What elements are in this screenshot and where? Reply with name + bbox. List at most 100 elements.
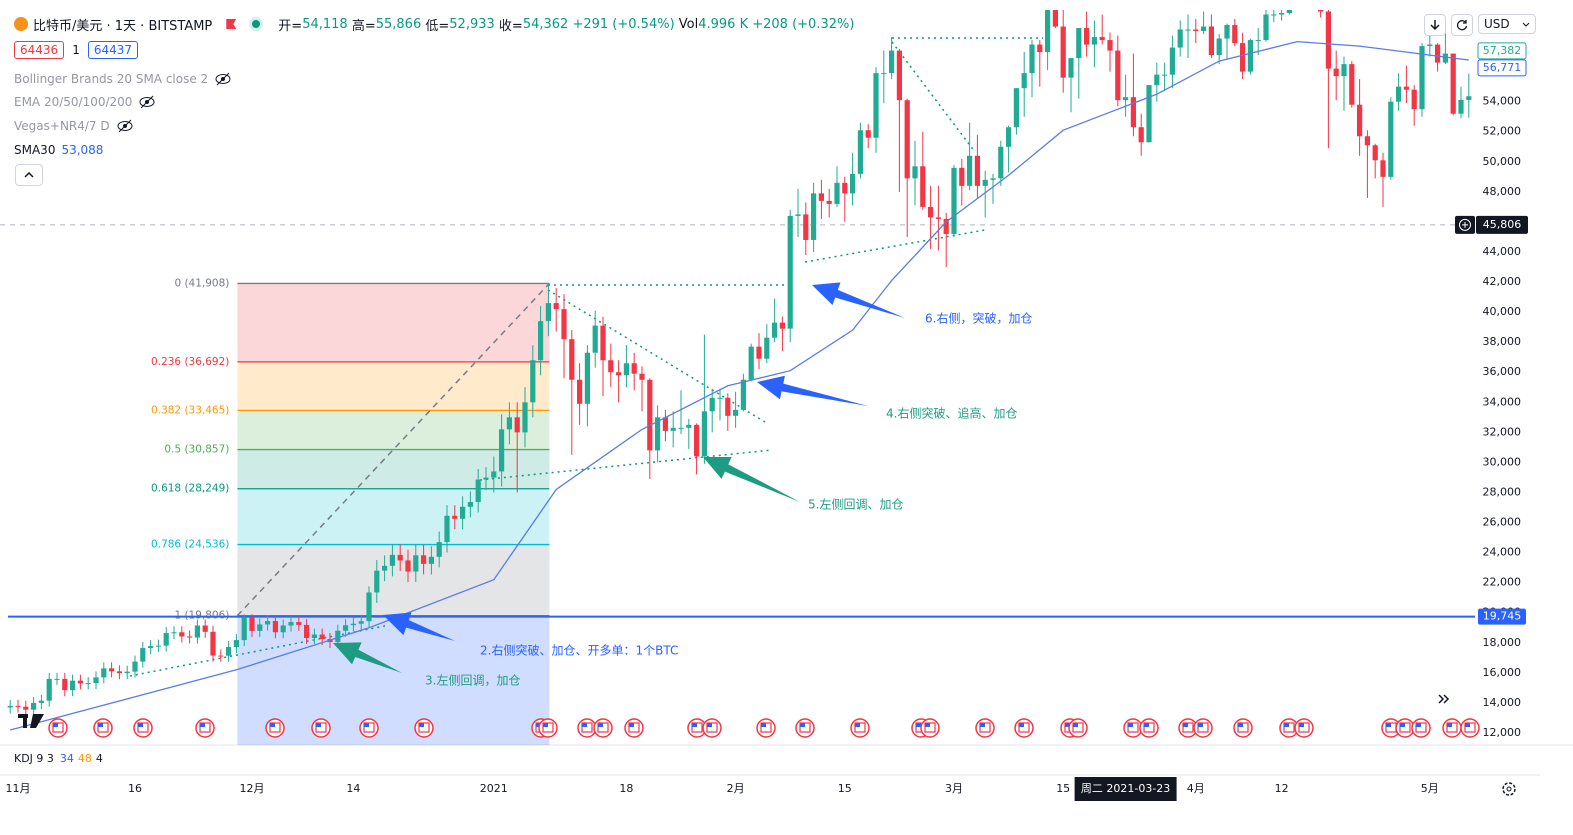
price-label-box bbox=[1477, 59, 1527, 77]
candle-body bbox=[1201, 26, 1207, 32]
candle-body bbox=[787, 215, 793, 329]
indicator-value: 53,088 bbox=[61, 143, 104, 157]
candle-body bbox=[405, 560, 411, 572]
event-flag-canton bbox=[1284, 723, 1289, 727]
candle-body bbox=[1185, 29, 1191, 31]
stat-change: +291 (+0.54%) bbox=[572, 16, 675, 32]
candle-body bbox=[1099, 37, 1105, 41]
candle-body bbox=[54, 678, 60, 680]
x-tick-label: 18 bbox=[619, 782, 633, 795]
event-flag-canton bbox=[1183, 723, 1188, 727]
symbol[interactable]: 比特币/美元 · 1天 · BITSTAMP bbox=[33, 18, 213, 34]
settings-icon bbox=[1506, 786, 1512, 792]
candle-body bbox=[818, 193, 824, 201]
price-label: 19,745 bbox=[1483, 610, 1522, 623]
candle-body bbox=[912, 166, 918, 179]
candle-body bbox=[1372, 145, 1378, 161]
quantity[interactable]: 1 bbox=[72, 43, 80, 57]
candle-body bbox=[670, 427, 676, 431]
candle-body bbox=[1084, 28, 1090, 45]
candle-body bbox=[592, 325, 598, 353]
kdj-legend: KDJ 9 3 34 48 4 bbox=[14, 752, 103, 765]
candle-body bbox=[1419, 46, 1425, 110]
event-flag-canton bbox=[1447, 723, 1452, 727]
currency-select[interactable]: USD bbox=[1478, 14, 1536, 34]
refresh-button[interactable] bbox=[1451, 14, 1473, 36]
y-tick-label: 48,000 bbox=[1483, 185, 1522, 198]
arrow-down-icon bbox=[1430, 20, 1440, 31]
hidden-icon[interactable] bbox=[116, 119, 134, 133]
x-tick-label: 12月 bbox=[240, 782, 265, 795]
event-flag-canton bbox=[270, 723, 275, 727]
candle-body bbox=[1411, 89, 1417, 110]
flag[interactable] bbox=[226, 19, 237, 29]
event-flag-canton bbox=[419, 723, 424, 727]
candle-body bbox=[881, 73, 887, 75]
collapse-button[interactable] bbox=[15, 164, 43, 186]
candle-body bbox=[1427, 44, 1433, 47]
x-tick-label: 11月 bbox=[6, 782, 31, 795]
x-tick-label: 15 bbox=[838, 782, 852, 795]
candle-body bbox=[374, 570, 380, 593]
candle-body bbox=[382, 565, 388, 571]
candle-body bbox=[179, 632, 185, 637]
indicator-name[interactable]: Bollinger Brands 20 SMA close 2 bbox=[14, 72, 209, 86]
candle-body bbox=[85, 683, 91, 685]
candle-body bbox=[896, 50, 902, 101]
indicator-name[interactable]: EMA 20/50/100/200 bbox=[14, 95, 133, 109]
y-tick-label: 12,000 bbox=[1483, 726, 1522, 739]
candle-body bbox=[148, 646, 154, 649]
y-tick-label: 28,000 bbox=[1483, 485, 1522, 498]
annotation-text: 4.右侧突破、追高、加仓 bbox=[886, 406, 1017, 421]
event-flag-canton bbox=[138, 723, 143, 727]
candle-body bbox=[678, 427, 684, 429]
crosshair-price-box bbox=[1476, 215, 1528, 234]
candle-body bbox=[561, 309, 567, 340]
candle-body bbox=[577, 379, 583, 404]
y-tick-label: 44,000 bbox=[1483, 245, 1522, 258]
candle-body bbox=[483, 477, 489, 480]
candle-body bbox=[1123, 97, 1129, 101]
buy-button[interactable]: 64437 bbox=[87, 41, 139, 59]
settings-button[interactable] bbox=[1502, 782, 1516, 796]
candle-body bbox=[288, 622, 294, 626]
price-label-box bbox=[1478, 608, 1526, 625]
candle-body bbox=[545, 303, 551, 322]
candle-body bbox=[31, 702, 37, 710]
x-tick-label: 14 bbox=[346, 782, 360, 795]
crosshair-price: 45,806 bbox=[1483, 218, 1522, 231]
candle-body bbox=[62, 678, 68, 691]
candle-body bbox=[959, 167, 965, 186]
download-button[interactable] bbox=[1424, 14, 1446, 36]
candle-body bbox=[686, 424, 692, 428]
candle-body bbox=[647, 379, 653, 451]
candle-body bbox=[639, 373, 645, 380]
candle-body bbox=[1162, 74, 1168, 76]
scroll-button[interactable] bbox=[1433, 688, 1455, 710]
y-tick-label: 40,000 bbox=[1483, 305, 1522, 318]
indicator-name[interactable]: Vegas+NR4/7 D bbox=[14, 119, 110, 133]
candle-body bbox=[865, 130, 871, 138]
indicator-name[interactable]: SMA30 bbox=[14, 143, 56, 157]
volume-label: Vol bbox=[678, 16, 699, 32]
candle-body bbox=[1006, 127, 1012, 147]
fib-label: 0.382 (33,465) bbox=[151, 404, 229, 416]
candle-body bbox=[132, 661, 138, 672]
sell-button[interactable]: 64436 bbox=[14, 41, 65, 59]
x-tick-label: 2021 bbox=[480, 782, 508, 795]
candle-body bbox=[1279, 13, 1285, 15]
hidden-icon[interactable] bbox=[214, 72, 232, 86]
double-chevron bbox=[1438, 694, 1450, 704]
kdj-label[interactable]: KDJ 9 3 bbox=[14, 752, 54, 765]
candle-body bbox=[304, 624, 310, 638]
candle-body bbox=[93, 677, 99, 684]
candle-body bbox=[1029, 44, 1035, 74]
candle-body bbox=[1364, 136, 1370, 146]
fib-zone bbox=[237, 361, 550, 411]
coin-icon bbox=[14, 17, 28, 31]
event-flag-canton bbox=[98, 723, 103, 727]
candle-body bbox=[202, 625, 208, 632]
candle-body bbox=[109, 668, 115, 672]
candle-body bbox=[1349, 64, 1355, 105]
hidden-icon[interactable] bbox=[138, 95, 156, 109]
